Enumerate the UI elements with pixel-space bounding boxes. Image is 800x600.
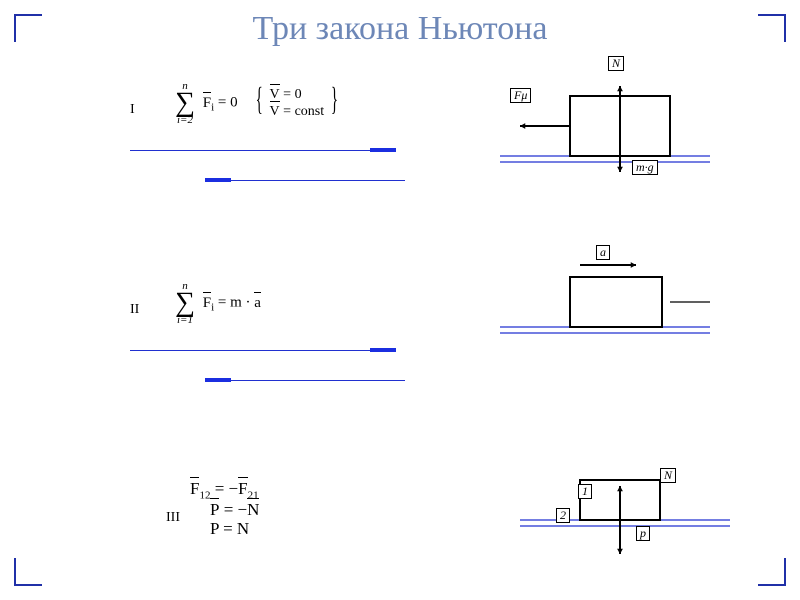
formula-newton-2: n ∑ i=1 Fi = m · a: [175, 280, 261, 327]
formula-newton-3: F12 = −F21 P = −N P = N: [190, 480, 259, 539]
rule-line: [205, 180, 405, 181]
label-N: N: [608, 56, 624, 71]
vec-a: a: [254, 295, 261, 312]
label-box-2: 2: [556, 508, 570, 523]
rule-stub: [205, 378, 231, 382]
label-mg: m·g: [632, 160, 658, 175]
diagram-law-3: [520, 440, 730, 560]
diagram-law-2: [500, 245, 710, 355]
label-P: p: [636, 526, 650, 541]
page-title: Три закона Ньютона: [0, 10, 800, 48]
label-a: a: [596, 245, 610, 260]
sigma-icon: n ∑ i=2: [175, 80, 195, 127]
corner-bl: [14, 558, 42, 586]
label-box-1: 1: [578, 484, 592, 499]
rule-stub: [370, 348, 396, 352]
slide: Три закона Ньютона I II III n ∑ i=2 Fi =…: [0, 0, 800, 600]
row-label-1: I: [130, 102, 135, 118]
rule-stub: [205, 178, 231, 182]
label-Fmu: Fμ: [510, 88, 531, 103]
vec-F: F: [203, 95, 211, 112]
vec-F: F: [203, 295, 211, 312]
formula-newton-1: n ∑ i=2 Fi = 0 { V = 0 V = const }: [175, 80, 341, 127]
row-label-2: II: [130, 302, 139, 318]
rule-line: [130, 350, 385, 351]
row-label-3: III: [166, 510, 180, 526]
brace-right: }: [331, 83, 338, 119]
sigma-icon: n ∑ i=1: [175, 280, 195, 327]
diagram-law-1: [500, 60, 710, 190]
rule-line: [205, 380, 405, 381]
label-N: N: [660, 468, 676, 483]
eq-0: = 0: [218, 95, 238, 111]
brace-left: {: [256, 83, 263, 119]
rule-stub: [370, 148, 396, 152]
rule-line: [130, 150, 385, 151]
corner-br: [758, 558, 786, 586]
